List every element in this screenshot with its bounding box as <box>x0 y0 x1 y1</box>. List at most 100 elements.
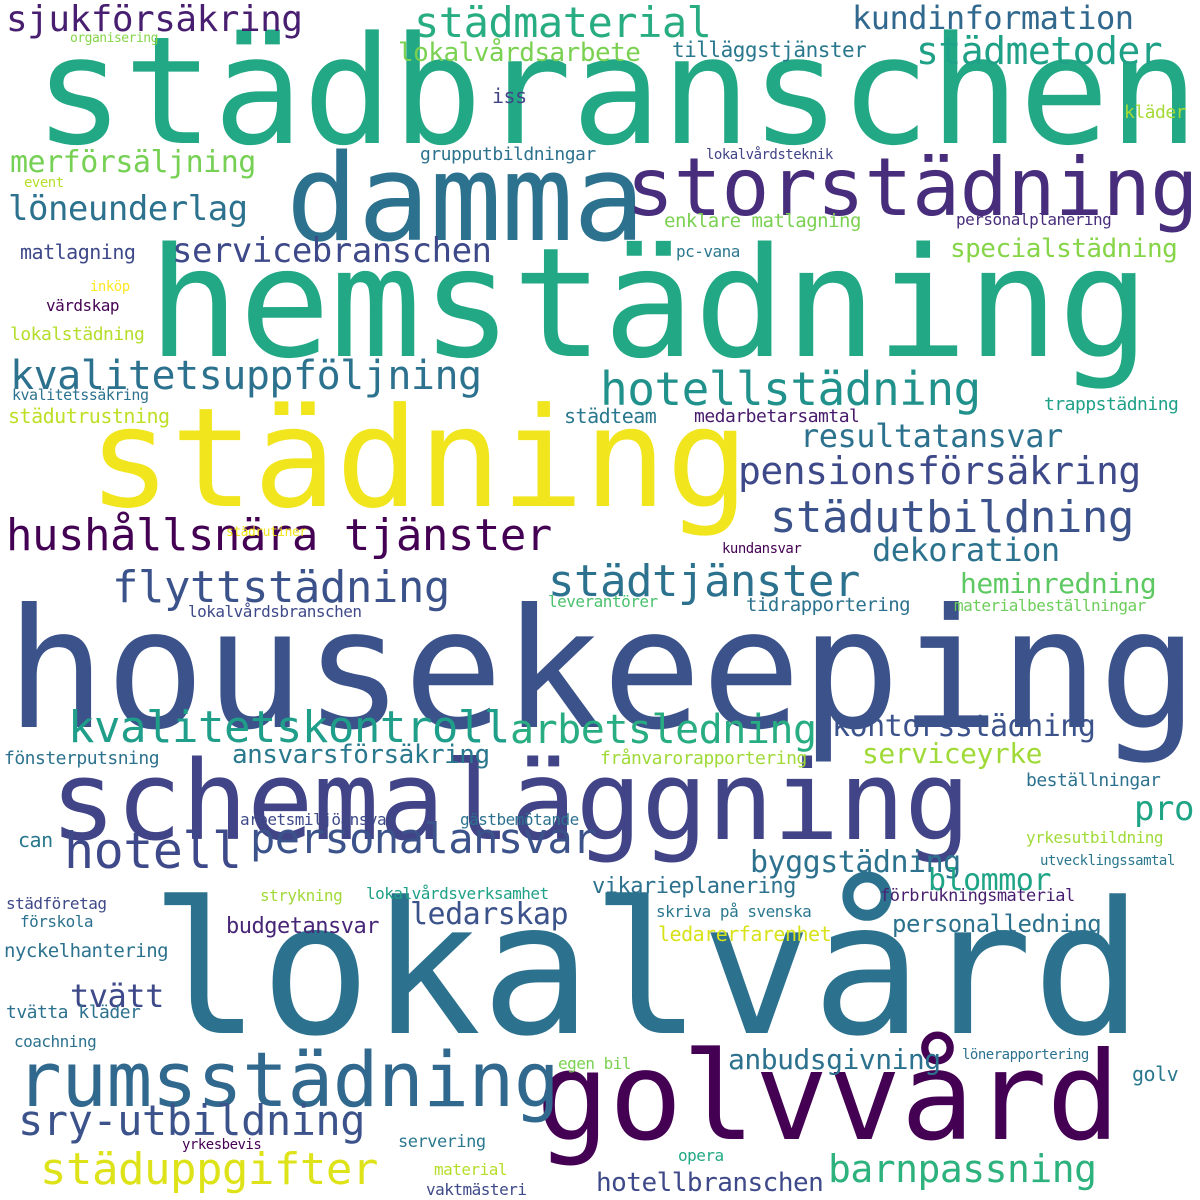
word-sjukforsakring: sjukförsäkring <box>6 0 303 40</box>
word-yrkesbevis: yrkesbevis <box>182 1137 262 1153</box>
word-heminredning: heminredning <box>960 567 1157 600</box>
word-byggstadning: byggstädning <box>750 845 961 880</box>
word-kvalitetsuppfoljning: kvalitetsuppföljning <box>10 353 482 399</box>
word-barnpassning: barnpassning <box>828 1147 1097 1191</box>
word-personalledning: personalledning <box>892 910 1102 938</box>
word-sry-utbildning: sry-utbildning <box>18 1096 366 1145</box>
word-grupputbildningar: grupputbildningar <box>420 144 596 165</box>
word-skriva-pa-svenska: skriva på svenska <box>656 902 812 921</box>
word-event: event <box>24 175 64 191</box>
word-stadutbildning: städutbildning <box>770 492 1134 543</box>
word-lonerapportering: lönerapportering <box>962 1047 1089 1063</box>
word-storstadning: storstädning <box>626 141 1198 234</box>
word-lokalvardsbranschen: lokalvårdsbranschen <box>188 602 362 621</box>
word-resultatansvar: resultatansvar <box>800 417 1063 455</box>
word-iss: iss <box>492 84 527 108</box>
word-lokalvard: lokalvård <box>150 863 1143 1077</box>
word-nyckelhantering: nyckelhantering <box>4 940 169 962</box>
word-personalplanering: personalplanering <box>956 210 1112 229</box>
word-inkop: inköp <box>90 279 130 295</box>
word-stadning: städning <box>88 378 749 539</box>
word-lokalvardsverksamhet: lokalvårdsverksamhet <box>366 884 549 903</box>
word-flyttstadning: flyttstädning <box>112 562 450 613</box>
word-pensionsforsakring: pensionsförsäkring <box>738 449 1141 493</box>
word-egen-bil: egen bil <box>558 1054 632 1073</box>
word-hemstadning: hemstädning <box>148 215 1150 392</box>
word-enklare-matlagning: enklare matlagning <box>664 210 861 232</box>
word-coachning: coachning <box>14 1032 97 1051</box>
word-bestallningar: beställningar <box>1026 770 1161 791</box>
word-kvalitetskontroll: kvalitetskontroll <box>68 702 510 753</box>
word-damma: damma <box>286 130 645 269</box>
word-hotell: hotell <box>64 822 242 880</box>
word-merforsaljning: merförsäljning <box>10 145 256 180</box>
word-anbudsgivning: anbudsgivning <box>728 1043 941 1076</box>
word-tillaggstjanster: tilläggstjänster <box>672 38 867 62</box>
word-specialstadning: specialstädning <box>950 234 1178 264</box>
word-ledarerfarenhet: ledarerfarenhet <box>658 922 832 946</box>
word-stadbranschen: städbranschen <box>34 5 1199 179</box>
word-stadteam: städteam <box>564 404 657 428</box>
word-strykning: strykning <box>260 886 343 905</box>
word-schemalaggning: schemaläggning <box>50 737 971 865</box>
word-arbetsledning: arbetsledning <box>510 707 817 753</box>
word-stadmetoder: städmetoder <box>916 29 1163 73</box>
word-forbrukningsmaterial: förbrukningsmaterial <box>880 886 1075 906</box>
word-staduppgifter: städuppgifter <box>40 1144 378 1195</box>
word-arbetsmiljoansvar: arbetsmiljöansvar <box>240 810 396 829</box>
word-hotellstadning: hotellstädning <box>600 362 981 416</box>
word-golv: golv <box>1132 1062 1179 1086</box>
word-franvarorapportering: frånvarorapportering <box>600 748 807 769</box>
word-tvatta-klader: tvätta kläder <box>6 1002 141 1023</box>
word-tvatt: tvätt <box>70 977 164 1015</box>
word-materialbestallningar: materialbeställningar <box>954 596 1146 615</box>
word-gastbemotande: gästbemötande <box>460 810 579 829</box>
word-kundansvar: kundansvar <box>722 541 802 557</box>
word-lokalvardsteknik: lokalvårdsteknik <box>706 147 833 163</box>
word-serviceyrke: serviceyrke <box>862 737 1042 770</box>
word-hushallsnara-tjanster: hushållsnära tjänster <box>6 510 552 561</box>
word-vardskap: värdskap <box>46 296 120 315</box>
word-yrkesutbildning: yrkesutbildning <box>1026 828 1164 847</box>
word-vikarieplanering: vikarieplanering <box>592 874 796 899</box>
word-medarbetarsamtal: medarbetarsamtal <box>694 406 860 427</box>
word-material: material <box>434 1160 508 1179</box>
word-golvvard: golvvård <box>536 1026 1120 1168</box>
word-can: can <box>18 828 53 852</box>
word-kundinformation: kundinformation <box>852 0 1134 37</box>
word-blommor: blommor <box>928 863 1051 898</box>
word-lokalstadning: lokalstädning <box>10 324 145 345</box>
word-organisering: organisering <box>70 31 158 46</box>
word-dekoration: dekoration <box>872 531 1060 569</box>
word-loneunderlag: löneunderlag <box>8 189 248 229</box>
word-stadforetag: städföretag <box>6 894 107 913</box>
word-stadutrustning: städutrustning <box>8 404 170 428</box>
word-servicebranschen: servicebranschen <box>172 231 492 271</box>
word-lokalvardsarbete: lokalvårdsarbete <box>398 38 641 68</box>
word-kontorsstadning: kontorsstädning <box>832 709 1096 744</box>
word-utvecklingssamtal: utvecklingssamtal <box>1040 853 1175 869</box>
word-trappstadning: trappstädning <box>1044 394 1179 415</box>
word-stadmaterial: städmaterial <box>414 0 712 47</box>
word-vaktmasteri: vaktmästeri <box>426 1180 527 1199</box>
word-forskola: förskola <box>20 912 94 931</box>
word-ansvarsforsakring: ansvarsförsäkring <box>232 740 490 770</box>
word-klader: kläder <box>1124 102 1187 123</box>
word-pc-vana: pc-vana <box>676 242 740 261</box>
word-fonsterputsning: fönsterputsning <box>4 748 160 769</box>
word-matlagning: matlagning <box>20 240 136 264</box>
word-budgetansvar: budgetansvar <box>226 914 379 939</box>
word-stadrutiner: städrutiner <box>226 525 307 540</box>
word-opera: opera <box>678 1146 724 1165</box>
word-servering: servering <box>398 1132 486 1152</box>
word-hotellbranschen: hotellbranschen <box>596 1168 824 1198</box>
word-ledarskap: ledarskap <box>410 897 569 932</box>
word-personalansvar: personalansvar <box>250 814 598 863</box>
word-housekeeping: housekeeping <box>6 574 1198 767</box>
word-leverantorer: leverantörer <box>548 592 658 611</box>
word-stadtjanster: städtjänster <box>548 556 860 607</box>
word-kvalitetssakring: kvalitetssäkring <box>12 386 149 404</box>
word-rumsstadning: rumsstädning <box>16 1035 560 1124</box>
word-tidrapportering: tidrapportering <box>746 594 911 616</box>
